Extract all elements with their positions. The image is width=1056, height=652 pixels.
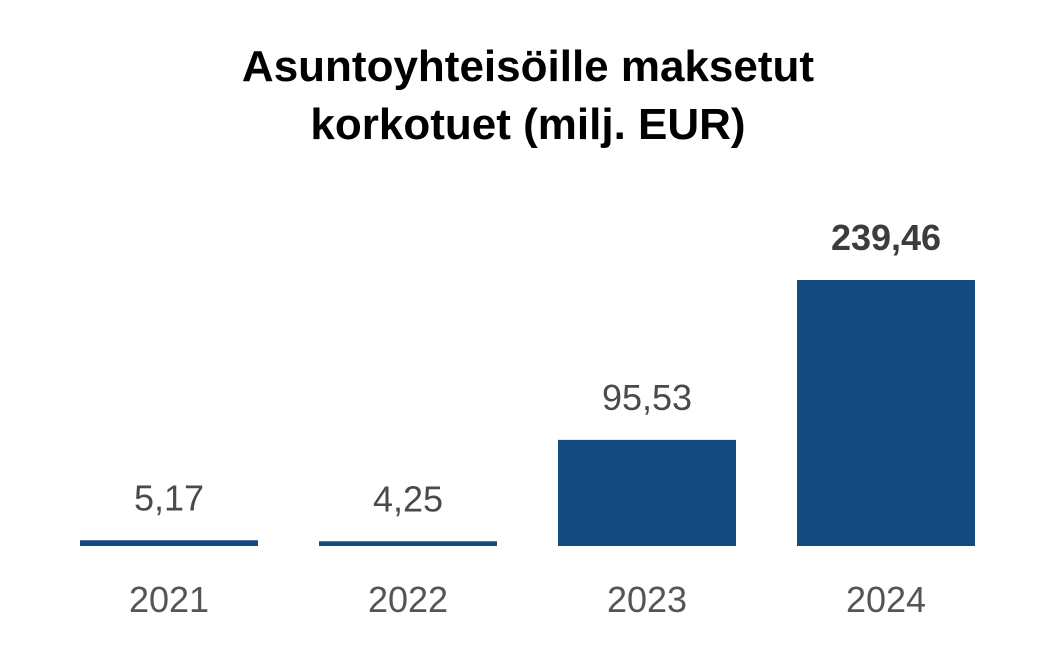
chart-title: Asuntoyhteisöille maksetut korkotuet (mi… <box>0 38 1056 154</box>
chart-title-line-1: Asuntoyhteisöille maksetut <box>241 42 815 91</box>
bar-2024 <box>797 280 975 546</box>
bar-2023 <box>558 439 736 546</box>
value-label-2021: 5,17 <box>134 477 204 518</box>
category-label-2022: 2022 <box>368 579 448 620</box>
value-label-2024: 239,46 <box>831 217 941 258</box>
chart-title-line-2: korkotuet (milj. EUR) <box>310 100 746 149</box>
value-label-2022: 4,25 <box>373 478 443 519</box>
bar-2021 <box>80 540 258 546</box>
category-label-2021: 2021 <box>129 579 209 620</box>
category-label-2023: 2023 <box>607 579 687 620</box>
bar-2022 <box>319 541 497 546</box>
category-label-2024: 2024 <box>846 579 926 620</box>
value-label-2023: 95,53 <box>602 377 692 418</box>
